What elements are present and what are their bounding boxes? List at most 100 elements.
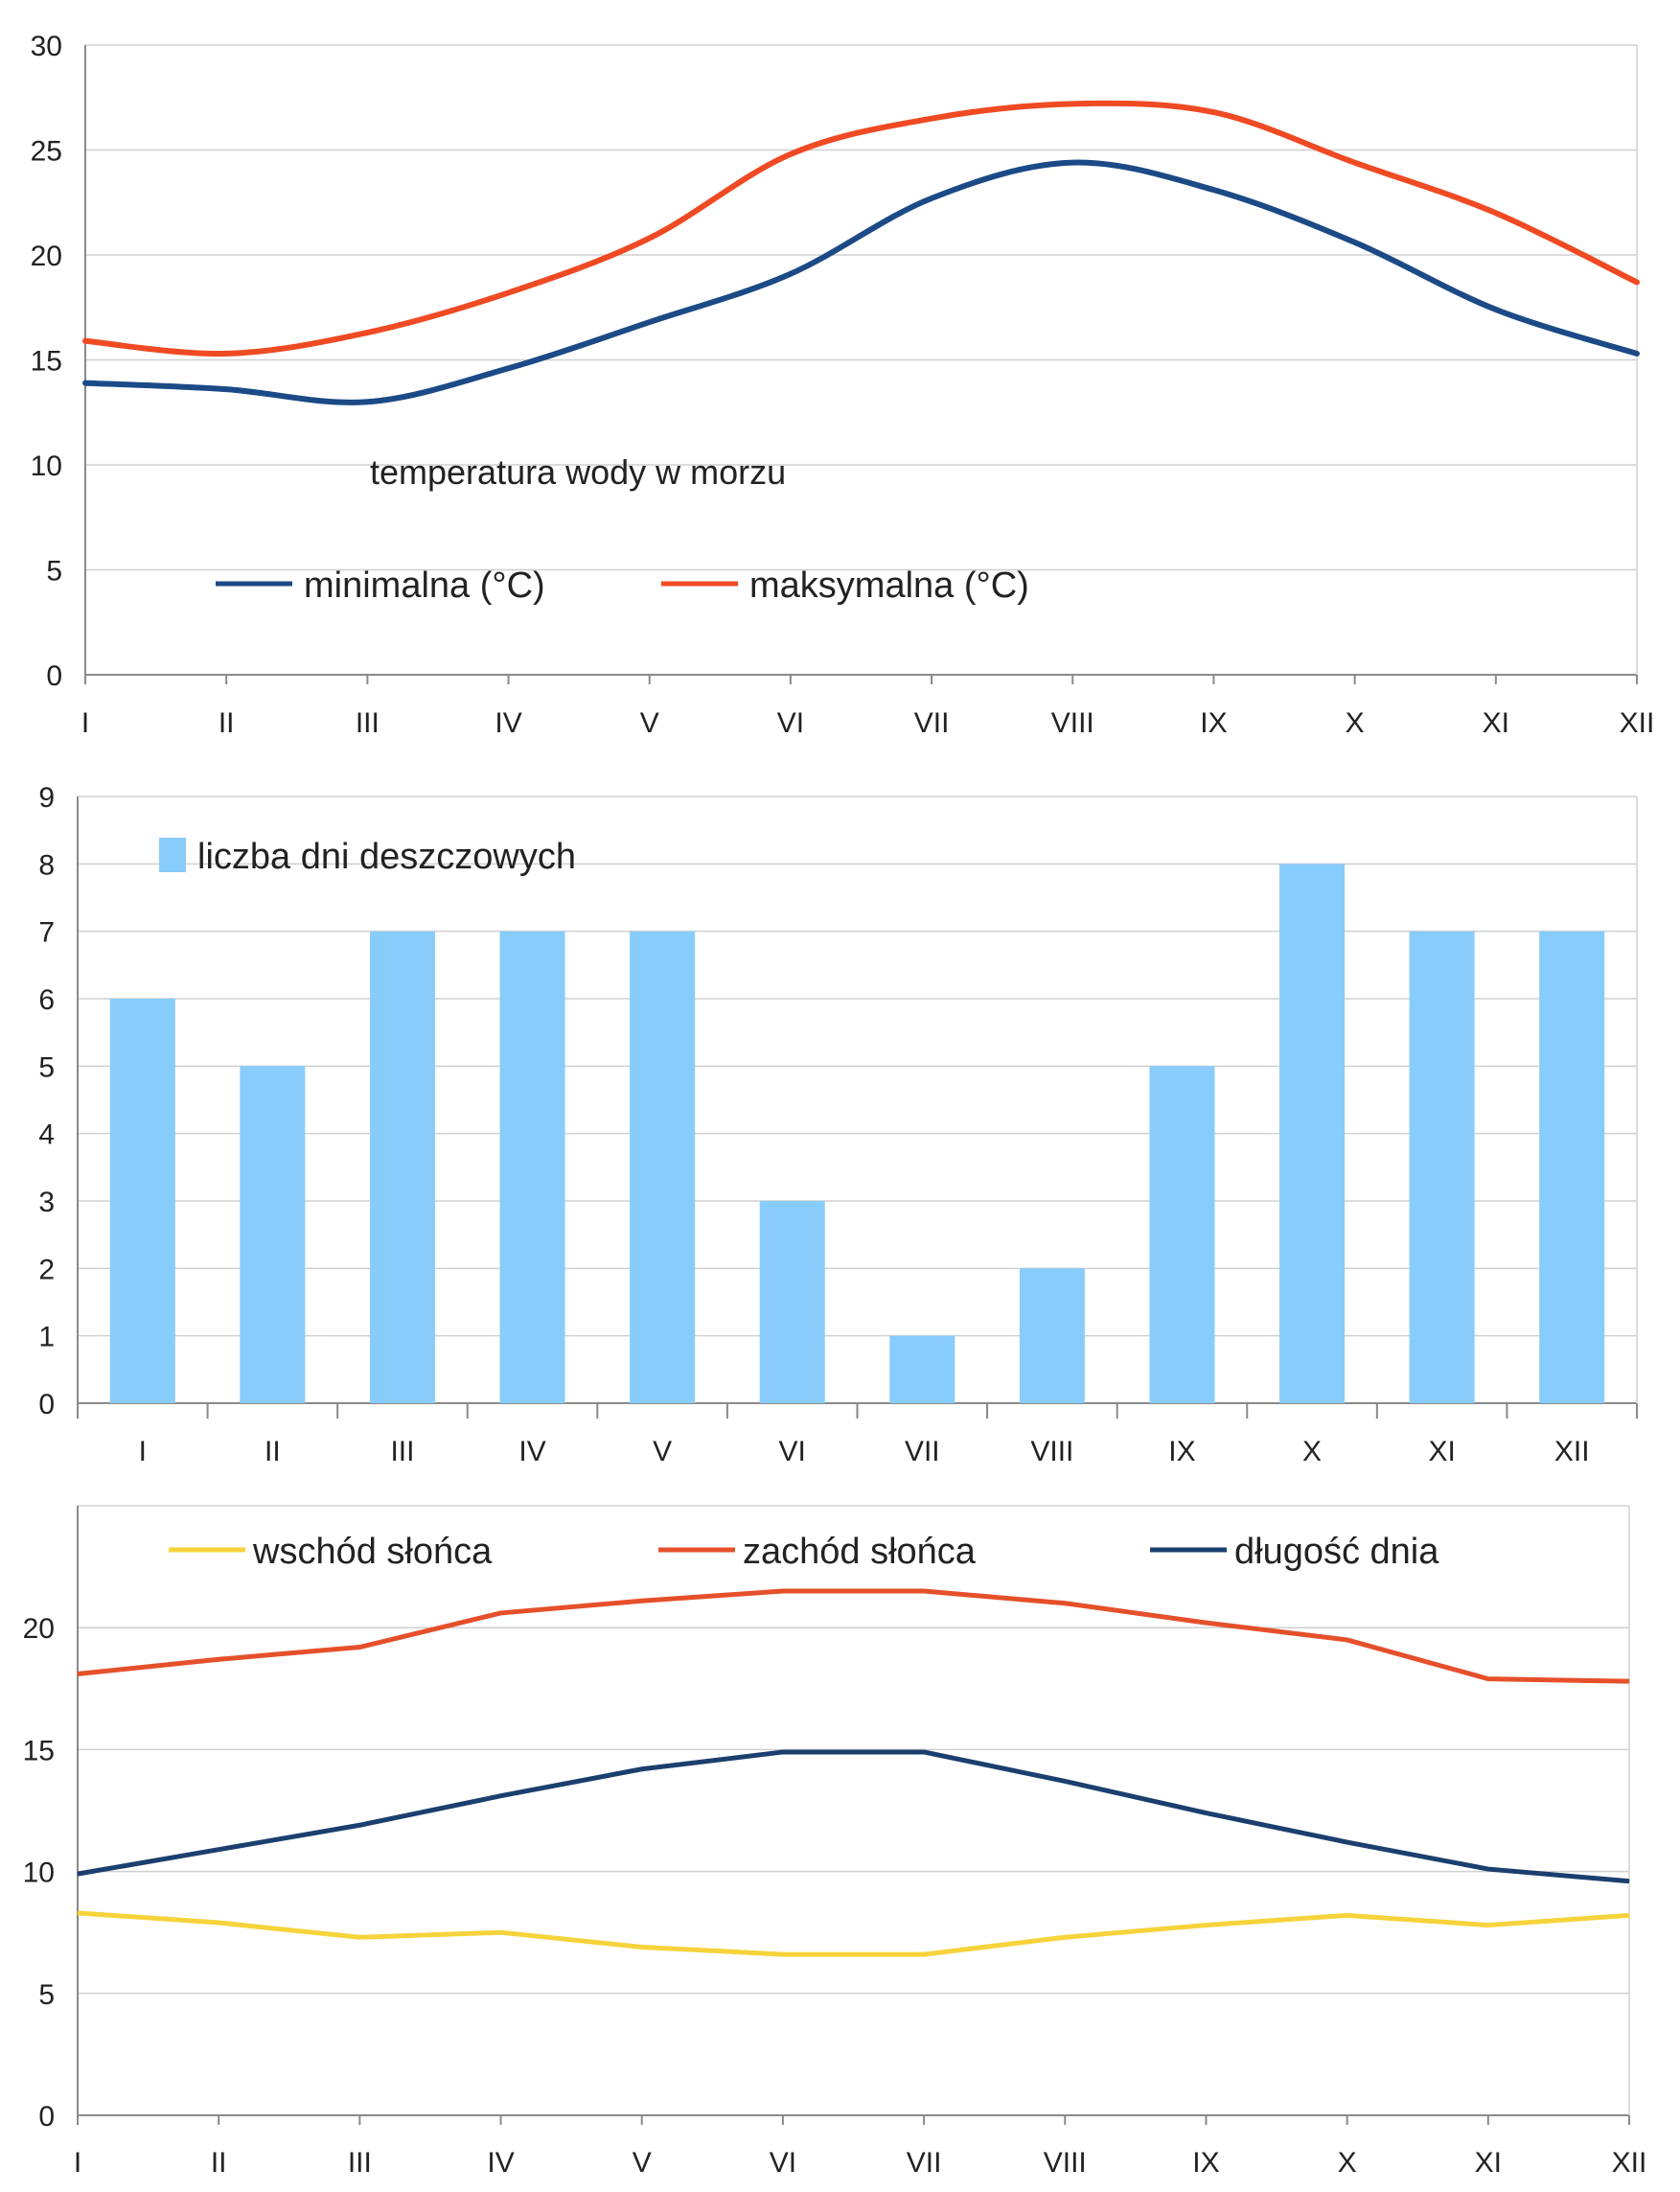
data-point (366, 401, 368, 403)
data-point (782, 1751, 784, 1753)
series-line-maksymalna (82, 100, 1640, 358)
data-point (923, 1751, 925, 1753)
y-tick-label: 20 (23, 1613, 55, 1645)
data-point (641, 1600, 643, 1602)
x-tick-label: IV (518, 1436, 545, 1467)
data-point (366, 332, 368, 334)
data-point (1487, 1678, 1489, 1680)
x-tick-label: V (653, 1436, 672, 1467)
y-tick-label: 9 (38, 782, 55, 814)
y-tick-label: 5 (38, 1051, 55, 1083)
x-tick-label: IX (1200, 707, 1227, 739)
y-tick-label: 1 (38, 1322, 55, 1353)
x-tick-label: IX (1192, 2147, 1219, 2179)
chart-annotation: temperatura wody w morzu (370, 452, 786, 492)
x-tick-label: V (640, 707, 659, 739)
y-tick-label: 3 (38, 1187, 55, 1218)
series-line-sunrise (77, 1910, 1630, 1957)
data-point (77, 1673, 79, 1675)
data-point (1487, 1868, 1489, 1870)
data-point (790, 273, 792, 275)
y-tick-label: 20 (31, 241, 62, 272)
data-point (782, 1953, 784, 1955)
x-tick-label: VIII (1051, 707, 1094, 739)
x-tick-label: I (81, 707, 89, 739)
data-point (1636, 281, 1638, 283)
data-point (1205, 1925, 1207, 1927)
data-point (358, 1824, 360, 1826)
x-tick-label: VII (914, 707, 950, 739)
legend-swatch (159, 838, 186, 872)
y-tick-label: 15 (23, 1735, 55, 1766)
x-tick-label: XII (1554, 1436, 1590, 1467)
bar (1409, 931, 1475, 1403)
x-tick-label: III (348, 2147, 372, 2179)
bar (1149, 1066, 1215, 1403)
y-tick-label: 15 (31, 346, 62, 378)
data-point (358, 1647, 360, 1649)
x-tick-label: X (1338, 2147, 1357, 2179)
x-tick-label: VI (770, 2147, 796, 2179)
data-point (1064, 1936, 1066, 1938)
data-point (500, 1795, 502, 1797)
bar (1019, 1268, 1085, 1403)
series-line-minimalna (82, 159, 1640, 405)
x-tick-label: IV (495, 707, 521, 739)
data-point (1346, 1914, 1348, 1916)
data-point (508, 367, 510, 369)
data-point (225, 388, 227, 390)
data-point (923, 1953, 925, 1955)
y-tick-label: 0 (38, 2101, 55, 2133)
y-tick-label: 0 (46, 660, 62, 692)
data-point (641, 1768, 643, 1770)
data-point (649, 321, 651, 323)
data-point (649, 237, 651, 239)
y-tick-label: 10 (31, 450, 62, 482)
x-tick-label: XII (1620, 707, 1655, 739)
x-tick-label: VI (779, 1436, 806, 1467)
y-tick-label: 8 (38, 849, 55, 881)
bar (240, 1066, 306, 1403)
legend-label: minimalna (°C) (304, 565, 545, 606)
data-point (1628, 1680, 1630, 1682)
data-point (1212, 111, 1214, 113)
bar (1279, 864, 1346, 1403)
x-tick-label: X (1302, 1436, 1322, 1467)
x-tick-label: II (265, 1436, 281, 1467)
data-point (84, 382, 86, 384)
bar (759, 1201, 825, 1403)
data-point (77, 1912, 79, 1914)
data-point (1205, 1812, 1207, 1814)
bar (889, 1335, 955, 1403)
x-tick-label: III (390, 1436, 414, 1467)
y-tick-label: 10 (23, 1857, 55, 1889)
data-point (500, 1931, 502, 1933)
x-tick-label: X (1346, 707, 1365, 739)
data-point (1495, 309, 1497, 311)
series-line-day-length (77, 1749, 1630, 1884)
x-tick-label: IX (1168, 1436, 1195, 1467)
y-tick-label: 6 (38, 984, 55, 1016)
x-tick-label: XI (1475, 2147, 1502, 2179)
y-tick-label: 0 (38, 1389, 55, 1420)
y-tick-label: 5 (46, 556, 62, 588)
data-point (358, 1936, 360, 1938)
data-point (1064, 1603, 1066, 1604)
data-point (225, 353, 227, 355)
x-tick-label: V (633, 2147, 652, 2179)
bar (369, 931, 435, 1403)
y-tick-label: 5 (38, 1979, 55, 2011)
x-tick-label: VIII (1044, 2147, 1087, 2179)
legend-label: długość dnia (1234, 1532, 1439, 1572)
x-tick-label: II (211, 2147, 227, 2179)
x-tick-label: III (356, 707, 380, 739)
data-point (508, 291, 510, 293)
data-point (782, 1590, 784, 1592)
x-tick-label: VII (907, 2147, 942, 2179)
x-tick-label: I (139, 1436, 147, 1467)
data-point (1346, 1639, 1348, 1641)
data-point (84, 340, 86, 342)
